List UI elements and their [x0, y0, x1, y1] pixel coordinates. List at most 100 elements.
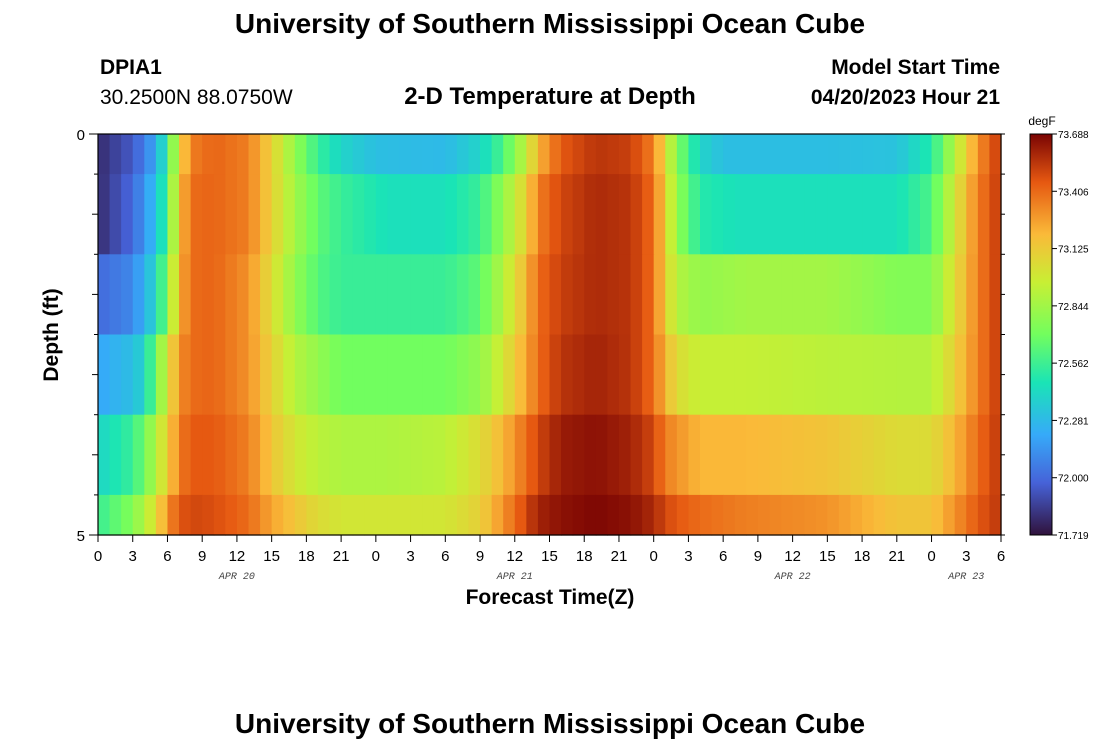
heatmap-cell [491, 414, 504, 496]
heatmap-cell [121, 254, 134, 336]
heatmap-cell [445, 494, 458, 536]
heatmap-cell [850, 494, 863, 536]
heatmap-cell [931, 254, 944, 336]
heatmap-cell [665, 174, 678, 255]
heatmap-cell [862, 494, 875, 536]
heatmap-cell [433, 134, 446, 175]
heatmap-cell [850, 254, 863, 336]
heatmap-cell [422, 134, 435, 175]
heatmap-cell [943, 334, 956, 416]
x-tick-label: 0 [372, 548, 380, 565]
heatmap-cell [364, 494, 377, 536]
heatmap-cell [526, 334, 539, 416]
heatmap-cell [248, 414, 261, 496]
heatmap-cell [746, 334, 759, 416]
heatmap-cell [271, 174, 284, 255]
heatmap-cell [225, 334, 238, 416]
heatmap-cell [155, 174, 169, 255]
heatmap-cell [387, 414, 400, 496]
heatmap-cell [873, 334, 886, 416]
heatmap-cell [815, 334, 828, 416]
heatmap-cell [815, 134, 828, 175]
heatmap-cell [271, 134, 284, 175]
heatmap-cell [283, 414, 296, 496]
heatmap-cell [769, 134, 782, 175]
heatmap-cell [537, 134, 551, 175]
heatmap-cell [734, 134, 747, 175]
heatmap-cell [908, 494, 921, 536]
heatmap-cell [653, 414, 666, 496]
heatmap-cell [607, 134, 620, 175]
heatmap-cell [896, 494, 909, 536]
heatmap-cell [399, 334, 412, 416]
colorbar-label: 72.844 [1058, 302, 1089, 313]
heatmap-cell [98, 254, 111, 336]
x-tick-label: 12 [506, 548, 523, 565]
heatmap-cells [98, 134, 1002, 536]
heatmap-cell [306, 174, 319, 255]
heatmap-cell [862, 174, 875, 255]
heatmap-cell [317, 414, 331, 496]
heatmap-cell [491, 254, 504, 336]
heatmap-cell [792, 134, 805, 175]
heatmap-cell [711, 134, 724, 175]
heatmap-cell [167, 254, 180, 336]
heatmap-cell [167, 174, 180, 255]
heatmap-cell [526, 414, 539, 496]
heatmap-cell [885, 254, 898, 336]
heatmap-cell [549, 134, 562, 175]
heatmap-cell [352, 174, 365, 255]
heatmap-cell [364, 414, 377, 496]
heatmap-cell [873, 254, 886, 336]
heatmap-cell [480, 334, 493, 416]
heatmap-cell [399, 134, 412, 175]
x-tick-label: 12 [784, 548, 801, 565]
heatmap-cell [549, 254, 562, 336]
heatmap-cell [746, 494, 759, 536]
heatmap-cell [410, 254, 423, 336]
heatmap-cell [283, 334, 296, 416]
heatmap-cell [943, 254, 956, 336]
heatmap-cell [155, 254, 169, 336]
heatmap-cell [306, 414, 319, 496]
heatmap-cell [561, 134, 574, 175]
heatmap-cell [121, 134, 134, 175]
heatmap-cell [549, 494, 562, 536]
heatmap-cell [688, 494, 701, 536]
heatmap-cell [480, 254, 493, 336]
heatmap-cell [329, 334, 342, 416]
heatmap-cell [977, 494, 991, 536]
x-tick-label: 9 [476, 548, 484, 565]
heatmap-cell [769, 414, 782, 496]
heatmap-cell [665, 254, 678, 336]
heatmap-cell [781, 174, 794, 255]
heatmap-cell [723, 494, 736, 536]
heatmap-cell [375, 254, 389, 336]
heatmap-cell [954, 174, 967, 255]
heatmap-cell [410, 334, 423, 416]
heatmap-cell [607, 174, 620, 255]
heatmap-cell [908, 254, 921, 336]
heatmap-cell [225, 414, 238, 496]
heatmap-cell [676, 134, 690, 175]
y-axis-label: Depth (ft) [40, 288, 63, 381]
heatmap-cell [700, 254, 713, 336]
heatmap-cell [989, 254, 1002, 336]
x-tick-label: 6 [719, 548, 727, 565]
heatmap-cell [989, 134, 1002, 175]
heatmap-cell [503, 254, 516, 336]
heatmap-cell [155, 334, 169, 416]
heatmap-cell [445, 414, 458, 496]
heatmap-cell [341, 414, 354, 496]
heatmap-cell [317, 134, 331, 175]
heatmap-cell [595, 414, 608, 496]
heatmap-cell [757, 414, 771, 496]
heatmap-cell [480, 174, 493, 255]
heatmap-cell [734, 174, 747, 255]
heatmap-cell [676, 494, 690, 536]
heatmap-cell [352, 334, 365, 416]
heatmap-cell [642, 134, 655, 175]
heatmap-cell [642, 174, 655, 255]
heatmap-cell [537, 414, 551, 496]
heatmap-cell [827, 414, 840, 496]
